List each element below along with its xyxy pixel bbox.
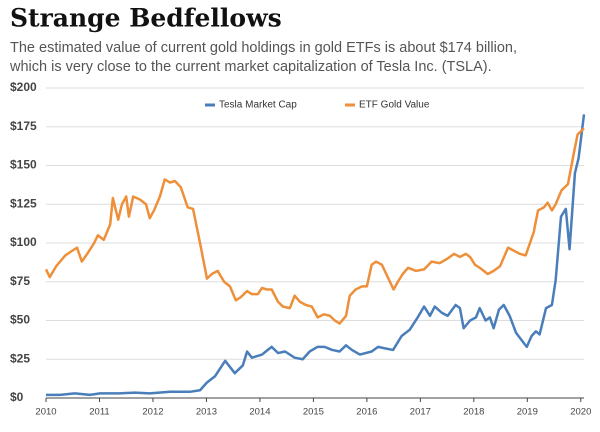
x-tick-label: 2018 (463, 407, 484, 418)
x-tick-label: 2011 (89, 407, 109, 418)
x-tick-label: 2017 (410, 407, 431, 418)
x-tick-label: 2010 (35, 407, 56, 418)
x-tick-label: 2016 (356, 407, 377, 418)
y-tick-label: $125 (10, 196, 37, 210)
y-tick-label: $100 (10, 235, 37, 249)
series-line (44, 127, 585, 325)
y-tick-label: $75 (10, 274, 30, 288)
x-tick-label: 2013 (196, 407, 217, 418)
x-tick-label: 2012 (142, 407, 163, 418)
y-tick-label: $50 (10, 313, 30, 327)
x-tick-label: 2015 (303, 407, 324, 418)
y-tick-label: $0 (10, 390, 24, 404)
y-tick-label: $150 (10, 158, 37, 172)
chart-title: Strange Bedfellows (10, 4, 282, 33)
y-tick-label: $175 (10, 119, 37, 133)
legend-label: Tesla Market Cap (219, 100, 297, 111)
y-tick-label: $25 (10, 351, 30, 365)
x-tick-label: 2019 (517, 407, 538, 418)
subtitle: The estimated value of current gold hold… (10, 40, 517, 56)
legend-label: ETF Gold Value (359, 100, 430, 111)
subtitle: which is very close to the current marke… (9, 59, 492, 75)
series-line (46, 114, 586, 397)
y-tick-label: $200 (10, 80, 37, 94)
x-tick-label: 2014 (249, 407, 270, 418)
x-tick-label: 2020 (570, 407, 591, 418)
